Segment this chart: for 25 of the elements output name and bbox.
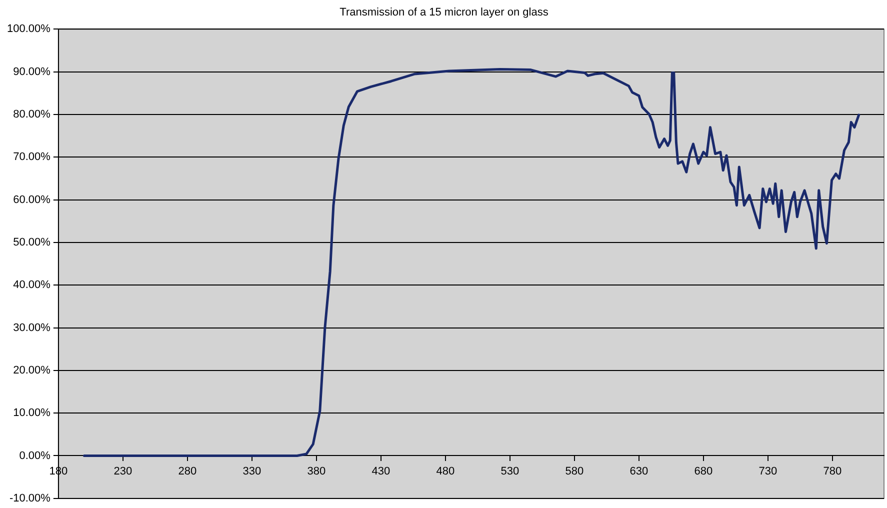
y-tick-label: 0.00% bbox=[19, 450, 51, 462]
y-tick-label: 80.00% bbox=[13, 108, 51, 121]
y-tick-label: 50.00% bbox=[13, 236, 51, 249]
y-tick-label: 90.00% bbox=[13, 66, 51, 78]
x-tick-label: 730 bbox=[758, 465, 778, 478]
y-tick-label: 20.00% bbox=[13, 364, 51, 376]
y-tick-label: -10.00% bbox=[9, 492, 51, 504]
x-tick-label: 630 bbox=[630, 465, 648, 478]
x-tick-label: 530 bbox=[500, 465, 520, 478]
y-tick-label: 60.00% bbox=[13, 194, 51, 206]
y-tick-label: 30.00% bbox=[13, 322, 51, 334]
x-tick-label: 380 bbox=[307, 465, 326, 478]
x-tick-label: 430 bbox=[372, 465, 390, 478]
x-tick-label: 780 bbox=[823, 465, 842, 478]
x-tick-label: 480 bbox=[436, 465, 455, 478]
y-tick-label: 10.00% bbox=[13, 407, 51, 420]
y-tick-label: 70.00% bbox=[13, 151, 51, 164]
x-tick-label: 280 bbox=[178, 465, 197, 478]
chart-title: Transmission of a 15 micron layer on glass bbox=[340, 6, 549, 19]
y-tick-label: 100.00% bbox=[6, 23, 51, 36]
x-tick-label: 680 bbox=[694, 465, 713, 478]
x-tick-label: 330 bbox=[242, 465, 262, 478]
y-tick-label: 40.00% bbox=[13, 279, 51, 292]
x-tick-label: 580 bbox=[565, 465, 584, 478]
x-tick-label: 230 bbox=[114, 465, 132, 478]
